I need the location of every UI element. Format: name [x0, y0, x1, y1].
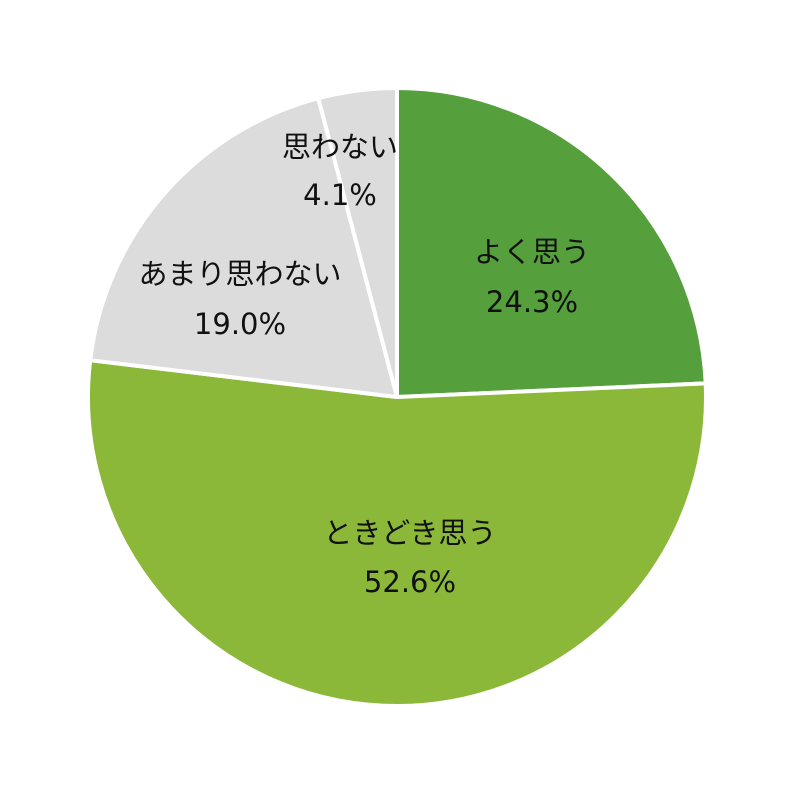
slice-amari-omowanai [88, 96, 399, 399]
slice-omowanai [316, 86, 399, 399]
slice-tokidoki-omou [86, 358, 708, 708]
slice-yoku-omou [395, 86, 708, 399]
label-omowanai: 思わない [282, 130, 398, 164]
value-yoku-omou: 24.3% [486, 285, 578, 319]
label-yoku-omou: よく思う [474, 235, 590, 269]
value-amari-omowanai: 19.0% [194, 307, 286, 341]
value-tokidoki-omou: 52.6% [364, 565, 456, 599]
label-tokidoki-omou: ときどき思う [323, 516, 496, 550]
value-omowanai: 4.1% [303, 178, 377, 212]
label-amari-omowanai: あまり思わない [138, 257, 341, 291]
